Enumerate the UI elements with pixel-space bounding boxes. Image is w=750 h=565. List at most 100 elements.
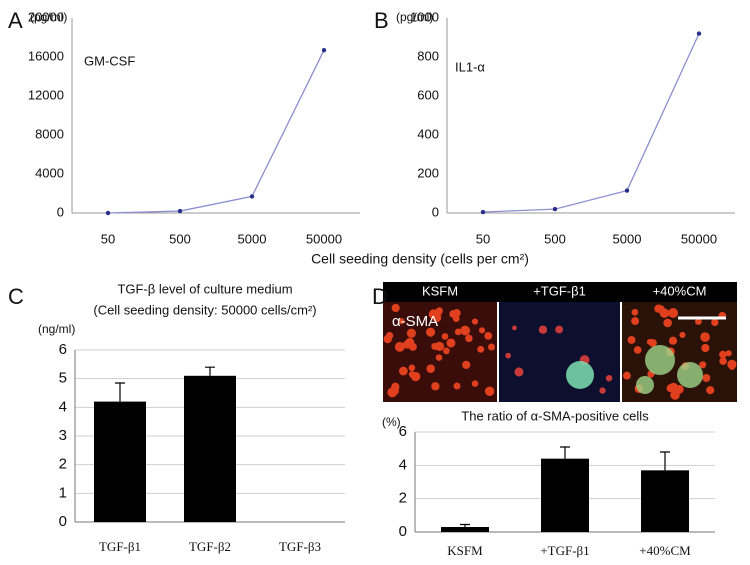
nucleus — [646, 338, 653, 345]
nucleus — [725, 350, 732, 357]
image-header — [383, 282, 737, 302]
y-tick-label: 1000 — [410, 9, 439, 24]
nucleus — [512, 325, 517, 331]
nucleus — [460, 325, 471, 336]
marker — [321, 47, 327, 53]
nucleus — [443, 347, 450, 355]
x-tick-label: 500 — [169, 231, 191, 246]
y-tick-label: 4000 — [35, 165, 64, 180]
nucleus — [699, 361, 707, 369]
nucleus — [658, 305, 665, 312]
y-tick-label: 8000 — [35, 126, 64, 141]
nucleus — [446, 338, 456, 348]
nucleus — [719, 350, 727, 359]
x-tick-label: 500 — [544, 231, 566, 246]
x-tick-label: TGF-β1 — [99, 539, 141, 554]
y-tick-label: 0 — [57, 204, 64, 219]
nucleus — [484, 386, 495, 396]
nucleus — [505, 352, 512, 359]
nucleus — [719, 357, 727, 365]
marker — [624, 188, 630, 193]
chart-subtitle: (Cell seeding density: 50000 cells/cm²) — [93, 302, 316, 317]
nucleus — [668, 307, 679, 318]
y-tick-label: 1 — [59, 484, 67, 501]
chart-title: TGF-β level of culture medium — [117, 281, 292, 296]
error-bar — [460, 523, 470, 527]
nucleus — [454, 328, 462, 336]
nucleus — [449, 310, 457, 318]
y-tick-label: 2 — [399, 490, 407, 507]
nucleus — [431, 342, 439, 350]
y-tick-label: 3 — [59, 427, 67, 444]
nucleus — [394, 341, 405, 352]
y-tick-label: 0 — [59, 513, 67, 530]
image-tgf — [499, 302, 620, 402]
nucleus — [668, 336, 678, 345]
sma-cell — [636, 376, 654, 394]
sma-cell — [645, 345, 675, 375]
nucleus — [623, 371, 631, 380]
marker — [177, 208, 183, 214]
marker — [249, 194, 255, 199]
nucleus — [426, 364, 435, 373]
x-axis-title: Cell seeding density (cells per cm²) — [311, 251, 529, 267]
micrographs — [383, 282, 737, 402]
panel-letter: B — [374, 8, 389, 33]
sma-cell — [677, 362, 703, 388]
nucleus — [633, 346, 642, 354]
nucleus — [435, 308, 443, 316]
sma-cell — [566, 361, 594, 389]
nucleus — [679, 331, 686, 339]
nucleus — [605, 374, 613, 382]
nucleus — [391, 387, 399, 395]
y-unit: (%) — [382, 415, 401, 429]
nucleus — [471, 380, 479, 387]
nucleus — [670, 390, 680, 400]
error-bar — [660, 451, 670, 471]
nucleus — [706, 386, 715, 395]
nucleus — [425, 327, 436, 337]
y-tick-label: 2 — [59, 456, 67, 473]
y-tick-label: 4 — [399, 456, 407, 473]
y-tick-label: 6 — [59, 341, 67, 358]
nucleus — [477, 345, 485, 353]
x-tick-label: TGF-β3 — [279, 539, 321, 554]
bar — [641, 470, 689, 532]
nucleus — [702, 373, 711, 382]
x-tick-label: +40%CM — [639, 543, 691, 558]
nucleus — [631, 317, 640, 325]
y-tick-label: 12000 — [28, 87, 64, 102]
panel-letter: D — [372, 284, 388, 309]
nucleus — [555, 325, 564, 334]
nucleus — [538, 325, 548, 334]
nucleus — [383, 334, 392, 344]
nucleus — [663, 318, 672, 328]
marker — [552, 206, 558, 212]
series-annotation: IL1-α — [455, 59, 485, 74]
nucleus — [462, 360, 471, 370]
nucleus — [471, 318, 479, 325]
nucleus — [465, 334, 473, 343]
x-tick-label: TGF-β2 — [189, 539, 231, 554]
y-tick-label: 600 — [417, 87, 439, 102]
marker — [696, 31, 702, 36]
stain-label: α-SMA — [392, 313, 438, 330]
x-tick-label: 50000 — [306, 231, 342, 246]
y-tick-label: 16000 — [28, 48, 64, 63]
y-tick-label: 5 — [59, 370, 67, 387]
nucleus — [484, 332, 493, 340]
nucleus — [701, 343, 710, 353]
chart-title: The ratio of α-SMA-positive cells — [461, 408, 649, 423]
nucleus — [435, 354, 443, 361]
nucleus — [453, 382, 461, 390]
nucleus — [405, 337, 415, 347]
image-label: +40%CM — [653, 283, 707, 298]
nucleus — [406, 328, 416, 338]
panel-letter: A — [8, 8, 23, 33]
nucleus — [695, 318, 702, 325]
y-tick-label: 200 — [417, 165, 439, 180]
nucleus — [398, 366, 408, 376]
x-tick-label: 5000 — [238, 231, 267, 246]
nucleus — [599, 387, 606, 394]
